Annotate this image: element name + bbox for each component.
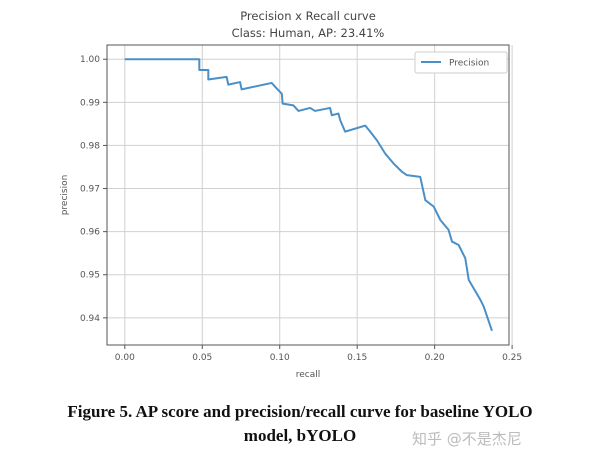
legend-label: Precision xyxy=(449,59,489,69)
y-tick-label: 0.95 xyxy=(80,271,100,281)
y-tick-label: 0.96 xyxy=(80,228,100,238)
grid xyxy=(103,45,513,349)
watermark: 知乎 @不是杰尼 xyxy=(412,430,522,448)
y-tick-label: 0.97 xyxy=(80,185,100,195)
x-tick-label: 0.20 xyxy=(425,353,445,363)
tick-labels: 0.00 0.05 0.10 0.15 0.20 0.25 1.00 0.99 0.98 0.97… xyxy=(80,55,522,363)
precision-series-line xyxy=(124,58,493,332)
x-tick-label: 0.00 xyxy=(115,353,135,363)
x-tick-label: 0.15 xyxy=(347,353,367,363)
x-tick-label: 0.10 xyxy=(270,353,290,363)
y-tick-label: 0.94 xyxy=(80,314,100,324)
x-axis-label: recall xyxy=(296,370,321,380)
x-tick-label: 0.25 xyxy=(502,353,522,363)
x-tick-label: 0.05 xyxy=(192,353,212,363)
figure-caption-line1: Figure 5. AP score and precision/recall … xyxy=(67,402,533,421)
y-tick-label: 0.98 xyxy=(80,141,100,151)
chart-subtitle: Class: Human, AP: 23.41% xyxy=(232,26,385,40)
figure-caption-line2: model, bYOLO xyxy=(243,426,357,445)
plot-frame xyxy=(106,44,510,346)
legend: Precision xyxy=(414,51,508,74)
y-tick-label: 1.00 xyxy=(80,55,100,65)
y-axis-label: precision xyxy=(60,175,70,216)
chart-title: Precision x Recall curve xyxy=(240,9,376,23)
y-tick-label: 0.99 xyxy=(80,98,100,108)
